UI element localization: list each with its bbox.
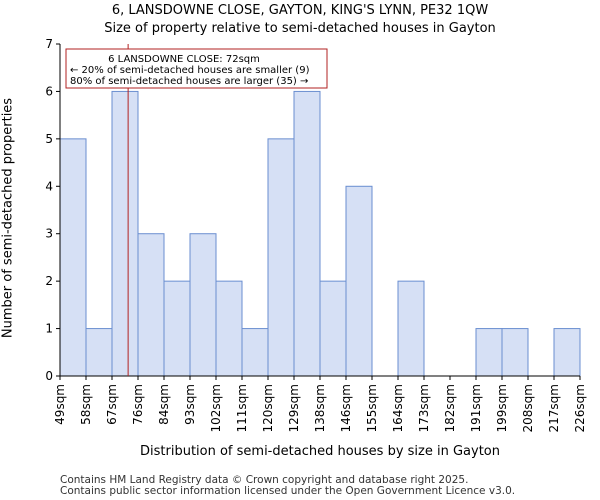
bar-199sqm xyxy=(501,328,529,377)
y-tick-label-2: 2 xyxy=(45,274,53,288)
x-axis-label: Distribution of semi-detached houses by … xyxy=(140,444,500,459)
bar-76sqm xyxy=(137,233,165,377)
footer-copyright: Contains HM Land Registry data © Crown c… xyxy=(60,474,469,486)
bar-93sqm xyxy=(189,233,217,377)
bar-120sqm xyxy=(267,138,295,377)
x-tick-label-199sqm: 199sqm xyxy=(495,384,509,432)
bar-84sqm xyxy=(163,280,191,377)
x-tick-label-84sqm: 84sqm xyxy=(157,384,171,425)
annotation-smaller: ← 20% of semi-detached houses are smalle… xyxy=(70,65,310,76)
x-tick-label-67sqm: 67sqm xyxy=(105,384,119,425)
annotation-larger: 80% of semi-detached houses are larger (… xyxy=(70,76,308,87)
y-tick-label-3: 3 xyxy=(45,227,53,241)
x-tick-label-208sqm: 208sqm xyxy=(521,384,535,432)
bar-164sqm xyxy=(397,280,425,377)
x-tick-label-58sqm: 58sqm xyxy=(79,384,93,425)
chart-title: 6, LANSDOWNE CLOSE, GAYTON, KING'S LYNN,… xyxy=(111,3,489,18)
annotation-box: 6 LANSDOWNE CLOSE: 72sqm ← 20% of semi-d… xyxy=(65,48,328,89)
bar-58sqm xyxy=(85,328,113,377)
x-tick-label-138sqm: 138sqm xyxy=(313,384,327,432)
y-tick-label-0: 0 xyxy=(45,369,53,383)
bar-217sqm xyxy=(553,328,581,377)
x-tick-label-146sqm: 146sqm xyxy=(339,384,353,432)
x-tick-label-120sqm: 120sqm xyxy=(261,384,275,432)
x-tick-label-111sqm: 111sqm xyxy=(235,384,249,432)
x-tick-label-173sqm: 173sqm xyxy=(417,384,431,432)
y-tick-label-1: 1 xyxy=(45,322,53,336)
x-tick-label-76sqm: 76sqm xyxy=(131,384,145,425)
x-tick-label-129sqm: 129sqm xyxy=(287,384,301,432)
bar-67sqm xyxy=(111,90,139,377)
footer-licence: Contains public sector information licen… xyxy=(60,485,516,497)
x-tick-label-226sqm: 226sqm xyxy=(573,384,587,432)
bar-102sqm xyxy=(215,280,243,377)
x-tick-label-49sqm: 49sqm xyxy=(53,384,67,425)
bar-138sqm xyxy=(319,280,347,377)
y-tick-label-5: 5 xyxy=(45,132,53,146)
y-tick-label-4: 4 xyxy=(45,179,53,193)
annotation-frame xyxy=(65,48,328,89)
chart-subtitle: Size of property relative to semi-detach… xyxy=(104,21,496,36)
y-tick-label-7: 7 xyxy=(45,37,53,51)
x-tick-label-191sqm: 191sqm xyxy=(469,384,483,432)
y-tick-label-6: 6 xyxy=(45,84,53,98)
bar-111sqm xyxy=(241,328,269,377)
x-tick-label-217sqm: 217sqm xyxy=(547,384,561,432)
bar-191sqm xyxy=(475,328,503,377)
bar-129sqm xyxy=(293,90,321,377)
x-tick-label-155sqm: 155sqm xyxy=(365,384,379,432)
bar-146sqm xyxy=(345,185,373,377)
bar-49sqm xyxy=(59,138,87,377)
x-tick-label-182sqm: 182sqm xyxy=(443,384,457,432)
x-tick-label-93sqm: 93sqm xyxy=(183,384,197,425)
x-tick-label-102sqm: 102sqm xyxy=(209,384,223,432)
x-tick-label-164sqm: 164sqm xyxy=(391,384,405,432)
annotation-title: 6 LANSDOWNE CLOSE: 72sqm xyxy=(108,54,260,65)
